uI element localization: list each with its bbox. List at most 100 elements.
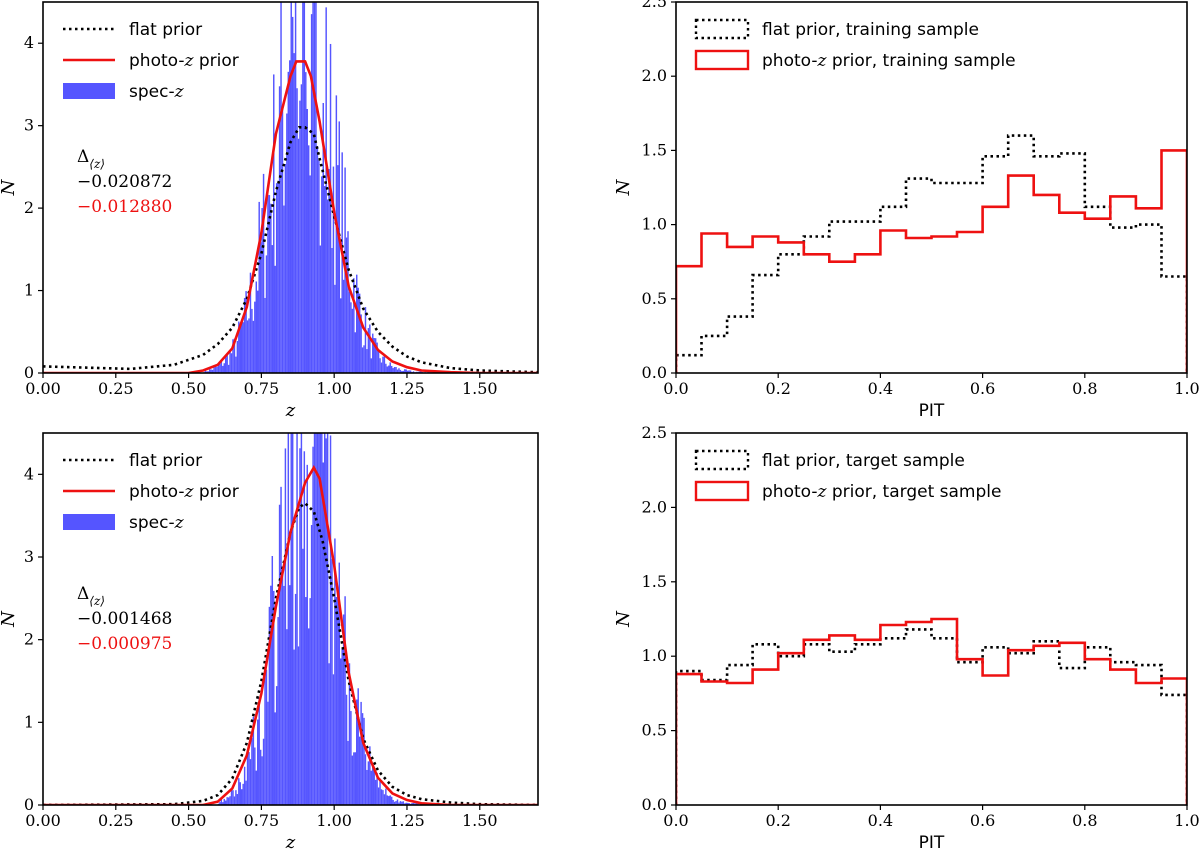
spec-z-bar bbox=[392, 799, 394, 805]
spec-z-bar bbox=[297, 646, 300, 805]
spec-z-bar bbox=[383, 794, 386, 805]
x-axis-label: z bbox=[285, 400, 296, 421]
spec-z-bar bbox=[363, 717, 365, 805]
x-tick-label: 0.25 bbox=[98, 811, 134, 830]
spec-z-bar bbox=[411, 802, 413, 805]
spec-z-bar bbox=[347, 740, 349, 805]
spec-z-bar bbox=[326, 199, 329, 373]
spec-z-bar bbox=[399, 801, 402, 805]
spec-z-bar bbox=[303, 451, 306, 805]
spec-z-bar bbox=[230, 789, 233, 805]
x-tick-label: 0.4 bbox=[868, 379, 893, 398]
spec-z-bar bbox=[306, 464, 308, 805]
spec-z-bar bbox=[290, 433, 292, 805]
legend-swatch-fill bbox=[63, 83, 115, 99]
spec-z-bar bbox=[328, 169, 330, 373]
x-tick-label: 0.75 bbox=[244, 811, 280, 830]
spec-z-bar bbox=[275, 686, 278, 805]
spec-z-bar bbox=[217, 364, 220, 373]
spec-z-bar bbox=[409, 370, 412, 373]
x-tick-label: 1.0 bbox=[1174, 379, 1199, 398]
spec-z-bar bbox=[318, 160, 320, 373]
x-tick-label: 0.75 bbox=[244, 379, 280, 398]
spec-z-bar bbox=[306, 109, 308, 373]
legend: flat prior, training sample photo-z prior… bbox=[694, 18, 1016, 71]
spec-z-bar bbox=[300, 84, 303, 373]
spec-z-bar bbox=[390, 796, 393, 805]
spec-z-bar bbox=[280, 486, 282, 805]
spec-z-bar bbox=[241, 789, 243, 805]
spec-z-bar bbox=[267, 194, 269, 373]
x-tick-label: 0.2 bbox=[765, 379, 790, 398]
spec-z-bar bbox=[406, 370, 409, 373]
spec-z-bar bbox=[296, 88, 298, 373]
spec-z-bar bbox=[230, 353, 233, 373]
spec-z-bar bbox=[294, 2, 297, 373]
spec-z-bar bbox=[393, 801, 396, 805]
spec-z-bar bbox=[261, 208, 263, 373]
y-tick-label: 0.5 bbox=[642, 289, 667, 308]
spec-z-bar bbox=[261, 756, 263, 805]
spec-z-bar bbox=[385, 788, 387, 805]
spec-z-bar bbox=[321, 433, 323, 805]
spec-z-bar bbox=[249, 759, 252, 805]
x-tick-label: 0.6 bbox=[970, 811, 995, 830]
spec-z-bar bbox=[283, 205, 285, 373]
spec-z-bar bbox=[278, 86, 281, 373]
legend-label: photo-z prior bbox=[129, 482, 239, 502]
spec-z-bar bbox=[337, 165, 339, 373]
spec-z-bar bbox=[286, 629, 288, 805]
legend-swatch-box bbox=[694, 49, 750, 71]
spec-z-bar bbox=[293, 649, 295, 805]
chart-bottom-left: 0.00 0.25 0.50 0.75 1.00 1.25 1.50 0 1 2 3 4 z Nflat … bbox=[0, 432, 539, 853]
spec-z-bar bbox=[254, 301, 256, 373]
spec-z-bar bbox=[277, 180, 279, 373]
legend-swatch-fill bbox=[63, 514, 115, 530]
flat-prior-step bbox=[676, 134, 1187, 373]
spec-z-bar bbox=[302, 548, 304, 805]
spec-z-bar bbox=[332, 674, 335, 805]
spec-z-bar bbox=[287, 433, 290, 805]
y-tick-label: 3 bbox=[24, 116, 34, 135]
spec-z-bar bbox=[325, 438, 327, 805]
legend: flat prior photo-z prior spec-z bbox=[63, 20, 239, 102]
spec-z-bar bbox=[377, 349, 380, 373]
spec-z-bar bbox=[331, 248, 333, 373]
spec-z-bar bbox=[404, 803, 406, 805]
spec-z-bar bbox=[312, 446, 314, 805]
spec-z-bar bbox=[412, 802, 415, 805]
spec-z-bar bbox=[264, 666, 266, 805]
spec-z-bar bbox=[233, 796, 236, 805]
spec-z-bar bbox=[390, 365, 393, 373]
chart-top-left: 0.00 0.25 0.50 0.75 1.00 1.25 1.50 0 1 2 3 4 z Nflat … bbox=[0, 1, 539, 421]
x-tick-label: 0.8 bbox=[1072, 379, 1097, 398]
spec-z-bar bbox=[219, 364, 221, 373]
x-axis-label: z bbox=[285, 832, 296, 853]
spec-z-bar bbox=[300, 433, 303, 805]
y-tick-label: 4 bbox=[24, 464, 34, 483]
spec-z-bar bbox=[354, 332, 357, 373]
axes-frame bbox=[42, 432, 539, 806]
spec-z-bar bbox=[379, 358, 381, 373]
spec-z-bar bbox=[267, 701, 269, 805]
legend: flat prior photo-z prior spec-z bbox=[63, 451, 239, 533]
spec-z-bar bbox=[277, 617, 279, 805]
spec-z-bar bbox=[367, 761, 370, 805]
legend-label: photo-z prior bbox=[129, 51, 239, 71]
spec-z-bar bbox=[350, 711, 352, 805]
spec-z-bar bbox=[401, 370, 403, 373]
legend-label: spec-z bbox=[129, 513, 185, 533]
spec-z-bar bbox=[224, 800, 227, 805]
photo-z-prior-step bbox=[676, 149, 1187, 373]
spec-z-bar bbox=[251, 308, 253, 373]
y-tick-label: 0.0 bbox=[642, 363, 667, 382]
spec-z-bar bbox=[207, 371, 209, 373]
spec-z-bar bbox=[274, 712, 276, 805]
spec-z-bar bbox=[379, 778, 381, 805]
legend-label: flat prior, training sample bbox=[762, 20, 979, 40]
x-tick-label: 1.0 bbox=[1174, 811, 1199, 830]
spec-z-bar bbox=[412, 371, 415, 373]
spec-z-bar bbox=[319, 245, 322, 373]
spec-z-bar bbox=[248, 318, 250, 373]
